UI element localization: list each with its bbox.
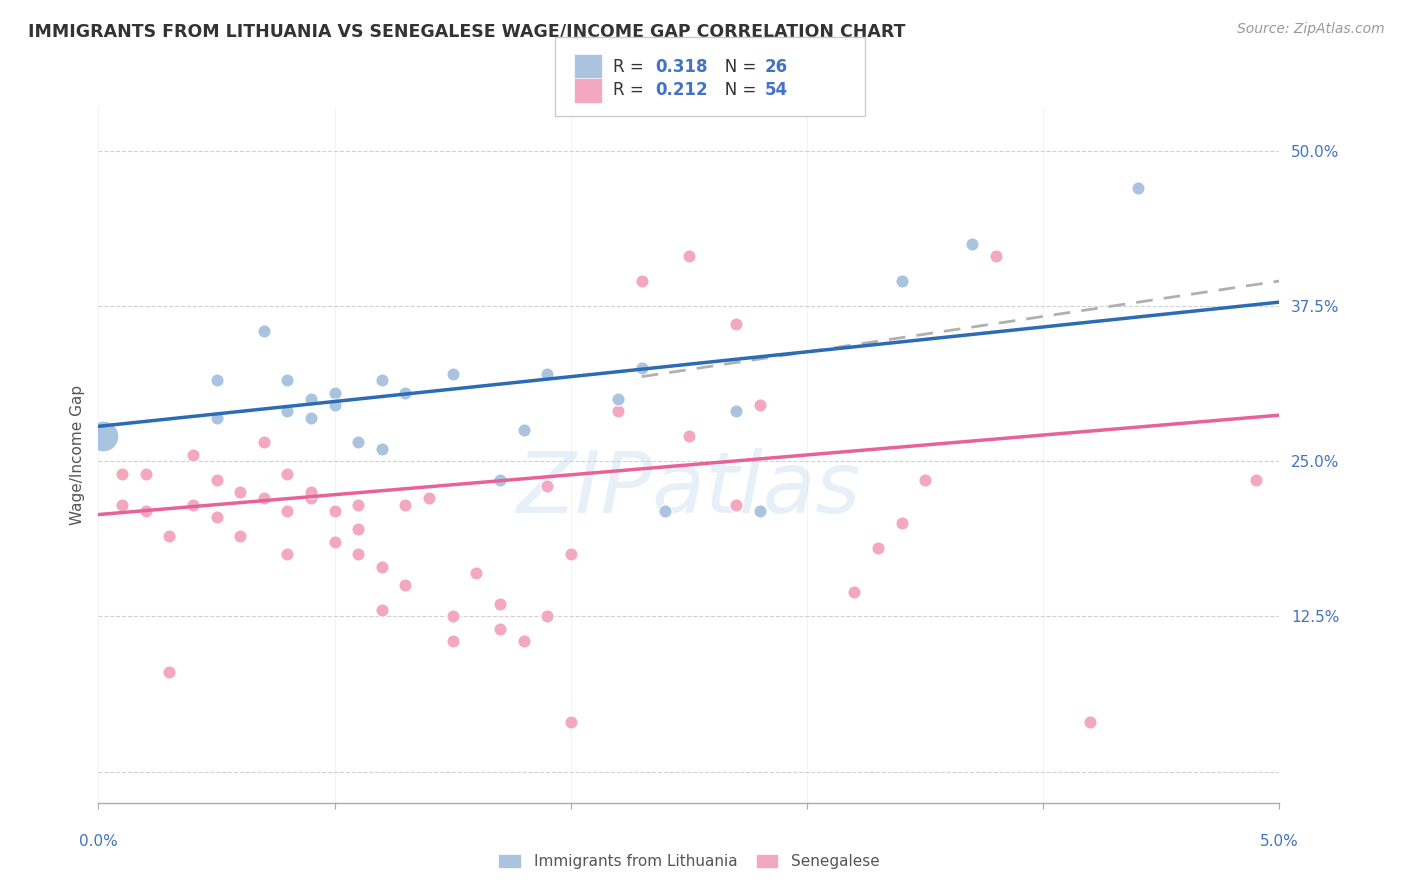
Point: [418, 491, 440, 506]
Point: [347, 498, 370, 512]
Point: [135, 504, 157, 518]
Point: [205, 373, 228, 387]
Point: [394, 498, 416, 512]
Text: N =: N =: [709, 81, 761, 99]
Point: [205, 473, 228, 487]
Point: [962, 236, 984, 251]
Point: [157, 529, 180, 543]
Point: [299, 491, 322, 506]
Legend: Immigrants from Lithuania, Senegalese: Immigrants from Lithuania, Senegalese: [492, 847, 886, 875]
Text: 5.0%: 5.0%: [1260, 834, 1299, 849]
Point: [323, 385, 346, 400]
Point: [536, 479, 558, 493]
Point: [1244, 473, 1267, 487]
Point: [489, 597, 512, 611]
Point: [323, 535, 346, 549]
Point: [914, 473, 936, 487]
Point: [748, 504, 770, 518]
Point: [489, 473, 512, 487]
Point: [371, 442, 394, 456]
Point: [299, 485, 322, 500]
Point: [111, 467, 134, 481]
Point: [441, 634, 464, 648]
Point: [205, 410, 228, 425]
Point: [866, 541, 889, 555]
Point: [441, 367, 464, 381]
Point: [371, 559, 394, 574]
Point: [678, 429, 700, 443]
Point: [1126, 181, 1149, 195]
Point: [253, 435, 276, 450]
Point: [536, 367, 558, 381]
Point: [276, 373, 298, 387]
Point: [890, 274, 912, 288]
Point: [91, 429, 114, 443]
Point: [299, 392, 322, 406]
Text: Source: ZipAtlas.com: Source: ZipAtlas.com: [1237, 22, 1385, 37]
Point: [560, 714, 582, 729]
Text: 26: 26: [765, 58, 787, 76]
Point: [323, 504, 346, 518]
Point: [253, 491, 276, 506]
Point: [678, 249, 700, 263]
Point: [725, 318, 748, 332]
Point: [441, 609, 464, 624]
Point: [654, 504, 676, 518]
Point: [229, 529, 252, 543]
Text: IMMIGRANTS FROM LITHUANIA VS SENEGALESE WAGE/INCOME GAP CORRELATION CHART: IMMIGRANTS FROM LITHUANIA VS SENEGALESE …: [28, 22, 905, 40]
Point: [536, 609, 558, 624]
Point: [844, 584, 866, 599]
Point: [181, 498, 204, 512]
Point: [512, 423, 534, 437]
Point: [394, 385, 416, 400]
Point: [371, 373, 394, 387]
Text: R =: R =: [613, 58, 650, 76]
Point: [347, 435, 370, 450]
Text: R =: R =: [613, 81, 650, 99]
Point: [276, 404, 298, 418]
Point: [157, 665, 180, 680]
Point: [394, 578, 416, 592]
Point: [1080, 714, 1102, 729]
Point: [205, 510, 228, 524]
Point: [890, 516, 912, 531]
Point: [135, 467, 157, 481]
Point: [181, 448, 204, 462]
Point: [560, 547, 582, 561]
Point: [607, 392, 630, 406]
Point: [323, 398, 346, 412]
Text: ZIPatlas: ZIPatlas: [517, 448, 860, 532]
Text: 0.0%: 0.0%: [79, 834, 118, 849]
Point: [725, 404, 748, 418]
Point: [748, 398, 770, 412]
Point: [111, 498, 134, 512]
Point: [607, 404, 630, 418]
Text: 0.212: 0.212: [655, 81, 707, 99]
Point: [276, 504, 298, 518]
Y-axis label: Wage/Income Gap: Wage/Income Gap: [69, 384, 84, 525]
Point: [371, 603, 394, 617]
Text: 54: 54: [765, 81, 787, 99]
Point: [465, 566, 488, 580]
Point: [347, 547, 370, 561]
Point: [984, 249, 1007, 263]
Point: [229, 485, 252, 500]
Point: [630, 361, 652, 376]
Point: [489, 622, 512, 636]
Point: [347, 523, 370, 537]
Point: [630, 274, 652, 288]
Point: [253, 324, 276, 338]
Point: [512, 634, 534, 648]
Point: [253, 491, 276, 506]
Text: N =: N =: [709, 58, 761, 76]
Point: [276, 547, 298, 561]
Point: [276, 467, 298, 481]
Point: [299, 410, 322, 425]
Point: [725, 498, 748, 512]
Text: 0.318: 0.318: [655, 58, 707, 76]
